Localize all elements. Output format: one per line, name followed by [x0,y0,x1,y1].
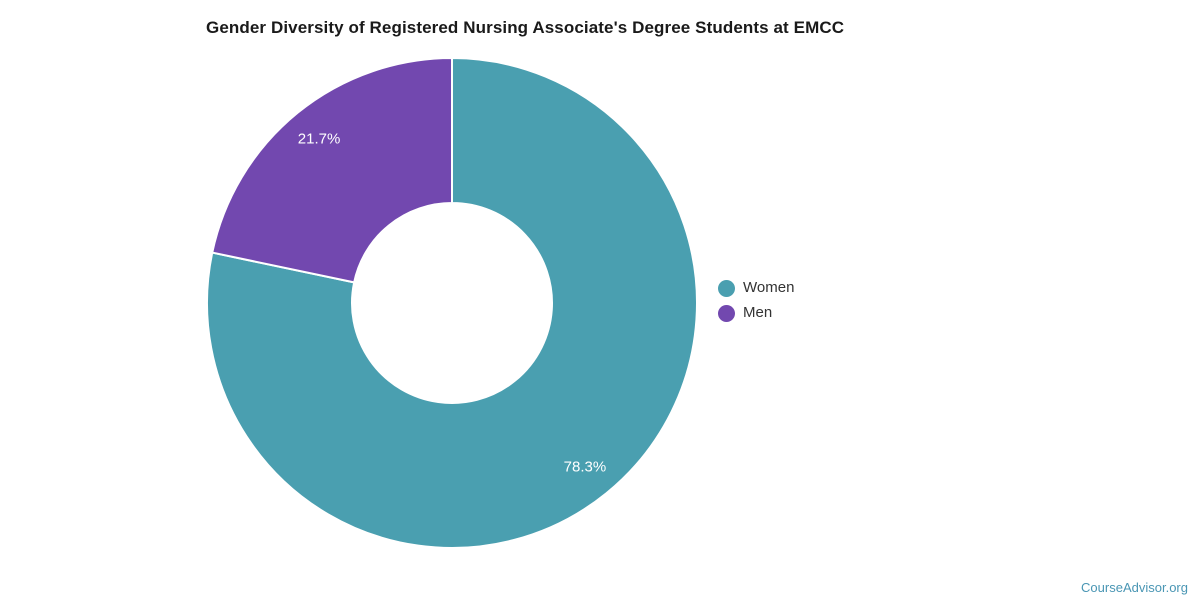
courseadvisor-link[interactable]: CourseAdvisor.org [1081,580,1188,595]
donut-slice-women[interactable] [206,57,698,549]
legend-label-men: Men [743,304,773,321]
legend-item-women[interactable]: Women [718,279,794,297]
legend-item-men[interactable]: Men [718,304,794,322]
legend-swatch-men-icon [718,304,735,322]
chart-title: Gender Diversity of Registered Nursing A… [206,18,845,37]
legend: Women Men [718,279,794,322]
donut-slice-men[interactable] [211,57,453,284]
legend-swatch-women-icon [718,279,735,297]
legend-label-women: Women [743,279,795,296]
